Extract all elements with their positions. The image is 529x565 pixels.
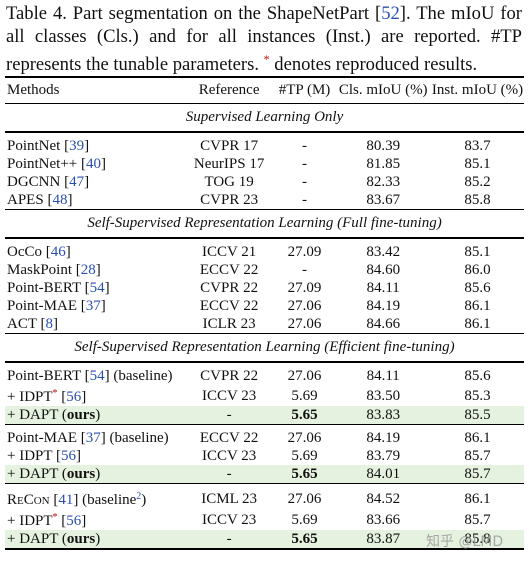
table-row-ours: + DAPT (ours) -5.65 84.01 85.7: [5, 465, 524, 484]
citation-link[interactable]: 46: [50, 244, 66, 260]
citation-link[interactable]: 48: [52, 192, 68, 208]
method-cell: + IDPT [56]: [7, 448, 82, 464]
method-cell: ACT [8]: [7, 316, 58, 332]
header-cls-miou: Cls. mIoU (%): [338, 82, 428, 98]
method-cell: Point-BERT [54]: [7, 280, 110, 296]
watermark: 知乎 @LMD: [426, 534, 504, 550]
citation-link[interactable]: 41: [58, 492, 74, 508]
table-row-ours: + DAPT (ours) -5.65 83.83 85.5: [5, 406, 524, 425]
method-cell: + IDPT* [56]: [7, 512, 87, 529]
table-row: Point-MAE [37] ECCV 22 27.06 84.19 86.1: [7, 298, 491, 314]
method-cell: Point-BERT [54] (baseline): [7, 368, 173, 384]
citation-link[interactable]: 54: [89, 368, 105, 384]
section-title: Self-Supervised Representation Learning …: [87, 215, 442, 231]
citation-link[interactable]: 47: [69, 174, 85, 190]
method-cell: + DAPT (ours): [5, 530, 185, 549]
method-cell: ReCon [41] (baseline2): [7, 491, 147, 508]
method-cell: + IDPT* [56]: [7, 388, 87, 405]
method-cell: + DAPT (ours): [5, 406, 185, 425]
table-row: APES [48] CVPR 23-83.67 85.8: [7, 192, 491, 208]
table-row: ReCon [41] (baseline2) ICML 23 27.06 84.52 8…: [5, 488, 524, 509]
reproduced-star-icon: *: [52, 388, 58, 399]
caption-text-3: denotes reproduced results.: [274, 54, 478, 75]
citation-link[interactable]: 37: [85, 298, 101, 314]
method-cell: Point-MAE [37] (baseline): [7, 430, 169, 446]
table-row: Point-MAE [37] (baseline) ECCV 22 27.06 84.…: [7, 430, 491, 446]
table-row: Point-BERT [54] (baseline) CVPR 22 27.06 84…: [7, 368, 491, 384]
table-caption: Table 4. Part segmentation on the ShapeN…: [6, 2, 522, 76]
table-row: OcCo [46] ICCV 21 27.09 83.42 85.1: [7, 244, 491, 260]
citation-link[interactable]: 8: [45, 316, 53, 332]
citation-link[interactable]: 56: [66, 389, 82, 405]
table-row: DGCNN [47] TOG 19-82.33 85.2: [7, 174, 491, 190]
method-cell: OcCo [46]: [7, 244, 71, 260]
citation-link[interactable]: 28: [80, 262, 96, 278]
table-row: + IDPT* [56] ICCV 23 5.69 83.66 85.7: [5, 509, 524, 530]
method-cell: PointNet [39]: [7, 138, 90, 154]
method-cell: Point-MAE [37]: [7, 298, 106, 314]
method-cell: + DAPT (ours): [5, 465, 185, 484]
table-row: Point-BERT [54] CVPR 22 27.09 84.11 85.6: [7, 280, 491, 296]
header-reference: Reference: [198, 82, 260, 98]
citation-link[interactable]: 54: [89, 280, 105, 296]
table-row: ACT [8] ICLR 23 27.06 84.66 86.1: [7, 316, 491, 332]
header-inst-miou: Inst. mIoU (%): [431, 82, 524, 98]
table-row-ours: + DAPT (ours) -5.65 83.87 85.8: [5, 530, 524, 549]
method-cell: MaskPoint [28]: [7, 262, 101, 278]
table-row: + IDPT [56] ICCV 23 5.69 83.79 85.7: [7, 448, 491, 464]
citation-link[interactable]: 56: [66, 513, 82, 529]
citation-link[interactable]: 56: [61, 448, 77, 464]
header-tp: #TP (M): [278, 82, 331, 98]
citation-link[interactable]: 37: [85, 430, 101, 446]
section-supervised: Supervised Learning Only: [5, 103, 524, 132]
section-ssl-efficient: Self-Supervised Representation Learning …: [5, 333, 524, 362]
reproduced-star-icon: *: [52, 512, 58, 523]
table-row: + IDPT* [56] ICCV 23 5.69 83.50 85.3: [5, 385, 524, 406]
section-ssl-full: Self-Supervised Representation Learning …: [5, 209, 524, 238]
caption-citation[interactable]: 52: [381, 3, 400, 24]
caption-text-2: ]. The mIoU for all classes (Cls.) and f…: [6, 3, 522, 75]
footnote-link[interactable]: 2: [136, 491, 142, 502]
reproduced-star-icon: *: [263, 52, 270, 66]
table-header-row: Methods Reference #TP (M) Cls. mIoU (%) …: [5, 77, 524, 104]
citation-link[interactable]: 40: [86, 156, 102, 172]
caption-text: Table 4. Part segmentation on the ShapeN…: [6, 3, 382, 24]
citation-link[interactable]: 39: [69, 138, 85, 154]
method-cell: PointNet++ [40]: [7, 156, 107, 172]
section-title: Supervised Learning Only: [185, 109, 344, 125]
section-title: Self-Supervised Representation Learning …: [74, 339, 455, 355]
header-methods: Methods: [7, 82, 60, 98]
table-row: MaskPoint [28] ECCV 22-84.60 86.0: [7, 262, 491, 278]
method-cell: DGCNN [47]: [7, 174, 90, 190]
method-cell: APES [48]: [7, 192, 73, 208]
table-row: PointNet [39] CVPR 17-80.39 83.7: [7, 138, 491, 154]
table-row: PointNet++ [40] NeurIPS 17-81.85 85.1: [7, 156, 491, 172]
results-table: Methods Reference #TP (M) Cls. mIoU (%) …: [5, 76, 524, 550]
